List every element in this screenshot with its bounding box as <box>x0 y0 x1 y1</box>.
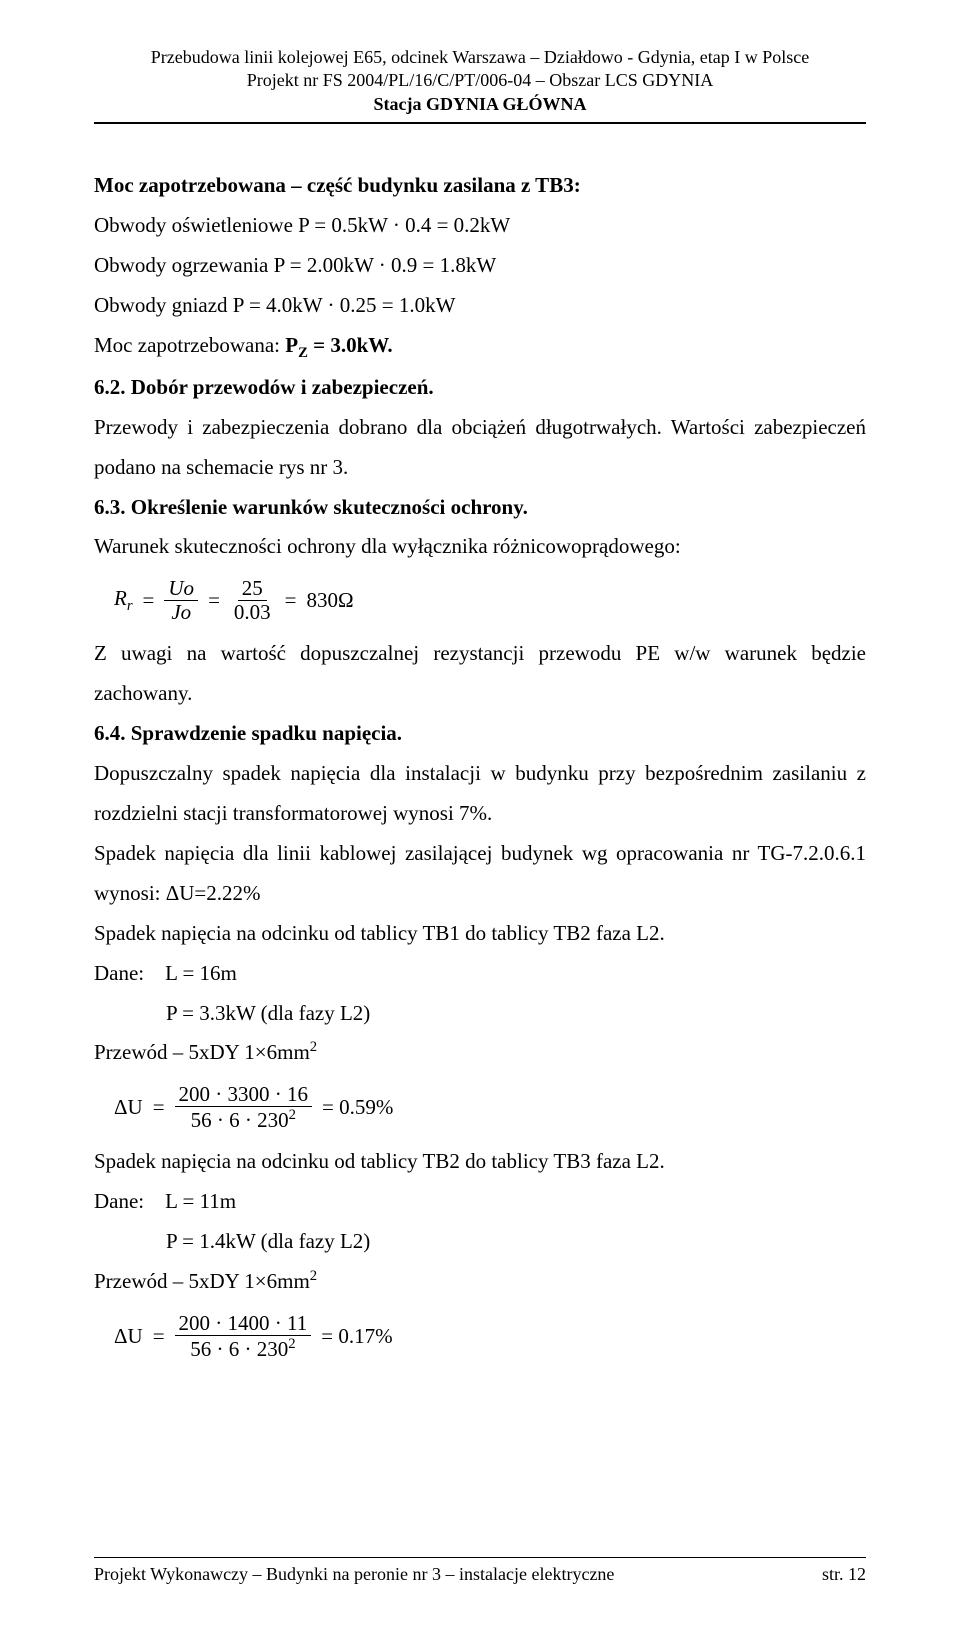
sec-64-p1: Dopuszczalny spadek napięcia dla instala… <box>94 754 866 834</box>
sec-64-p2: Spadek napięcia dla linii kablowej zasil… <box>94 834 866 914</box>
sec-64-d2: Dane: L = 11m <box>94 1182 866 1222</box>
eq-eq1: = <box>143 590 155 611</box>
sec-64-p3: Spadek napięcia na odcinku od tablicy TB… <box>94 914 866 954</box>
sec-tb3-l4: Moc zapotrzebowana: PZ = 3.0kW. <box>94 326 866 368</box>
sec-tb3-l4a: Moc zapotrzebowana: <box>94 333 285 357</box>
sec-64-sq1: 2 <box>310 1039 317 1055</box>
sec-tb3-title: Moc zapotrzebowana – część budynku zasil… <box>94 166 866 206</box>
sec-64-d1c: P = 3.3kW (dla fazy L2) <box>94 994 866 1034</box>
sec-63-formula: Rr = Uo Jo = 25 0.03 = 830Ω <box>114 577 866 624</box>
sec-62-head: 6.2. Dobór przewodów i zabezpieczeń. <box>94 368 866 408</box>
eq-R: R <box>114 586 127 610</box>
content: Moc zapotrzebowana – część budynku zasil… <box>94 124 866 1361</box>
eq1-num: 200 · 3300 · 16 <box>175 1083 313 1107</box>
eq-25: 25 <box>238 577 267 601</box>
eq-r-sub: r <box>127 598 133 614</box>
eq-Rr: Rr <box>114 588 133 614</box>
eq2-den-base: 56 · 6 · 230 <box>190 1337 288 1361</box>
page-header: Przebudowa linii kolejowej E65, odcinek … <box>94 46 866 124</box>
page: Przebudowa linii kolejowej E65, odcinek … <box>0 0 960 1625</box>
sec-64-wire1: Przewód – 5xDY 1×6mm2 <box>94 1033 866 1073</box>
sec-64-d2c: P = 1.4kW (dla fazy L2) <box>94 1222 866 1262</box>
eq-frac2: 25 0.03 <box>230 577 275 624</box>
sec-64-formula2: ΔΔUU = 200 · 1400 · 11 56 · 6 · 2302 = 0… <box>114 1312 866 1361</box>
sec-64-d2a: Dane: <box>94 1189 144 1213</box>
sec-tb3-l4c: = 3.0kW. <box>308 333 393 357</box>
sec-64-p4: Spadek napięcia na odcinku od tablicy TB… <box>94 1142 866 1182</box>
header-line-2: Projekt nr FS 2004/PL/16/C/PT/006-04 – O… <box>94 69 866 92</box>
eq2-num: 200 · 1400 · 11 <box>175 1312 312 1336</box>
header-line-1: Przebudowa linii kolejowej E65, odcinek … <box>94 46 866 69</box>
page-footer: Projekt Wykonawczy – Budynki na peronie … <box>94 1557 866 1585</box>
eq2-den: 56 · 6 · 2302 <box>186 1336 299 1361</box>
eq-003: 0.03 <box>230 601 275 624</box>
eq2-frac: 200 · 1400 · 11 56 · 6 · 2302 <box>175 1312 312 1361</box>
eq-Uo: Uo <box>164 577 198 601</box>
sec-64-formula1: ΔΔUU = 200 · 3300 · 16 56 · 6 · 2302 = 0… <box>114 1083 866 1132</box>
sec-64-d1b: L = 16m <box>165 961 237 985</box>
eq2-res: = 0.17% <box>321 1326 392 1347</box>
eq1-eq: = <box>153 1097 165 1118</box>
sec-tb3-l4b: P <box>285 333 298 357</box>
sec-64-d1: Dane: L = 16m <box>94 954 866 994</box>
eq2-dU: ΔΔUU <box>114 1326 143 1347</box>
eq1-den-exp: 2 <box>289 1107 296 1123</box>
sec-64-wire2a: Przewód – 5xDY 1×6mm <box>94 1269 310 1293</box>
eq-frac1: Uo Jo <box>164 577 198 624</box>
eq1-frac: 200 · 3300 · 16 56 · 6 · 2302 <box>175 1083 313 1132</box>
footer-rule <box>94 1557 866 1558</box>
eq-eq3: = <box>285 590 297 611</box>
eq2-den-exp: 2 <box>288 1336 295 1352</box>
sec-63-head: 6.3. Określenie warunków skuteczności oc… <box>94 488 866 528</box>
sec-64-wire2: Przewód – 5xDY 1×6mm2 <box>94 1262 866 1302</box>
eq-Jo: Jo <box>167 601 195 624</box>
eq1-dU: ΔΔUU <box>114 1097 143 1118</box>
eq-eq2: = <box>208 590 220 611</box>
eq1-den: 56 · 6 · 2302 <box>187 1107 300 1132</box>
eq1-res: = 0.59% <box>322 1097 393 1118</box>
sec-64-head: 6.4. Sprawdzenie spadku napięcia. <box>94 714 866 754</box>
sec-tb3-l4sub: Z <box>298 345 308 361</box>
sec-63-p1: Warunek skuteczności ochrony dla wyłączn… <box>94 527 866 567</box>
sec-64-sq2: 2 <box>310 1268 317 1284</box>
sec-63-p2: Z uwagi na wartość dopuszczalnej rezysta… <box>94 634 866 714</box>
header-line-3: Stacja GDYNIA GŁÓWNA <box>94 93 866 116</box>
sec-64-d2b: L = 11m <box>165 1189 236 1213</box>
sec-64-wire1a: Przewód – 5xDY 1×6mm <box>94 1040 310 1064</box>
eq-830: 830Ω <box>307 590 354 611</box>
eq2-eq: = <box>153 1326 165 1347</box>
sec-tb3-l2: Obwody ogrzewania P = 2.00kW · 0.9 = 1.8… <box>94 246 866 286</box>
sec-62-p1: Przewody i zabezpieczenia dobrano dla ob… <box>94 408 866 488</box>
footer-left: Projekt Wykonawczy – Budynki na peronie … <box>94 1564 614 1585</box>
eq1-den-base: 56 · 6 · 230 <box>191 1108 289 1132</box>
sec-tb3-l1: Obwody oświetleniowe P = 0.5kW · 0.4 = 0… <box>94 206 866 246</box>
footer-line: Projekt Wykonawczy – Budynki na peronie … <box>94 1564 866 1585</box>
footer-right: str. 12 <box>822 1564 866 1585</box>
sec-64-d1a: Dane: <box>94 961 144 985</box>
sec-tb3-l3: Obwody gniazd P = 4.0kW · 0.25 = 1.0kW <box>94 286 866 326</box>
